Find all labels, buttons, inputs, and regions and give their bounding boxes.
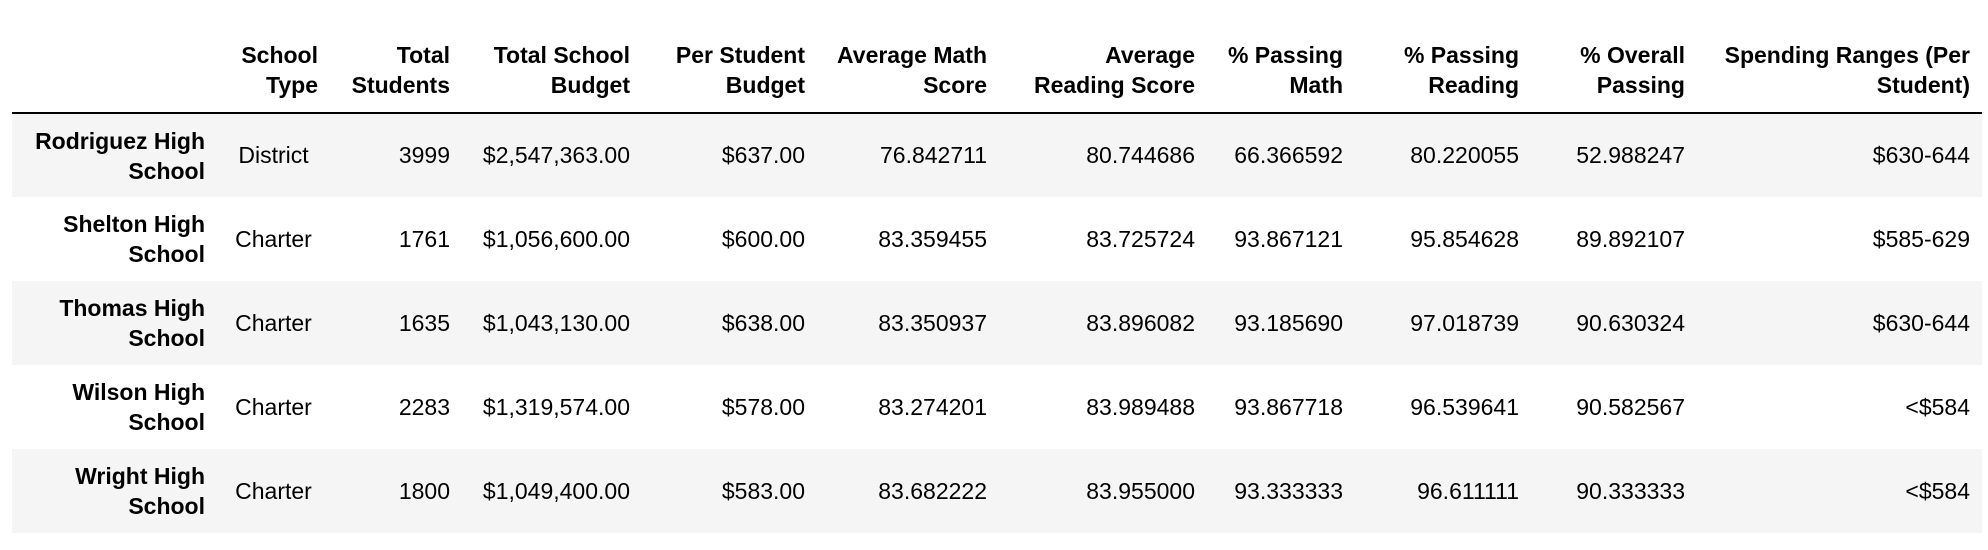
- cell-overall-passing: 52.988247: [1576, 142, 1685, 168]
- cell-average-math-score: 83.359455: [878, 225, 987, 252]
- column-header-total-school-budget: Total School Budget: [462, 40, 642, 114]
- column-header-passing-reading: % Passing Reading: [1355, 40, 1531, 114]
- cell-average-reading-score: 83.896082: [1086, 309, 1195, 336]
- cell-average-math-score: 83.274201: [878, 393, 987, 420]
- cell-overall-passing: 90.630324: [1576, 309, 1685, 336]
- cell-average-reading-score: 83.955000: [1086, 477, 1195, 504]
- cell-passing-math: 93.867121: [1234, 225, 1343, 252]
- cell-spending-range: $585-629: [1872, 225, 1970, 252]
- table-row: Shelton High School Charter 1761 $1,056,…: [12, 197, 1982, 281]
- cell-total-students: 1635: [398, 309, 450, 336]
- row-label-school-name: Shelton High School: [63, 211, 205, 267]
- table-row: Wright High School Charter 1800 $1,049,4…: [12, 449, 1982, 533]
- cell-average-reading-score: 80.744686: [1086, 142, 1195, 168]
- cell-per-student-budget: $578.00: [721, 393, 805, 420]
- column-header-average-reading-score: Average Reading Score: [999, 40, 1207, 114]
- cell-passing-reading: 80.220055: [1410, 142, 1519, 168]
- cell-passing-math: 66.366592: [1234, 142, 1343, 168]
- cell-passing-reading: 95.854628: [1410, 225, 1519, 252]
- cell-overall-passing: 90.333333: [1576, 477, 1685, 504]
- cell-passing-math: 93.333333: [1234, 477, 1343, 504]
- cell-passing-reading: 96.611111: [1417, 477, 1519, 504]
- cell-total-school-budget: $1,043,130.00: [482, 309, 630, 336]
- cell-spending-range: <$584: [1905, 477, 1970, 504]
- cell-total-students: 1761: [398, 225, 450, 252]
- cell-spending-range: $630-644: [1872, 309, 1970, 336]
- cell-average-reading-score: 83.725724: [1086, 225, 1195, 252]
- cell-overall-passing: 90.582567: [1576, 393, 1685, 420]
- column-header-total-students: Total Students: [330, 40, 462, 114]
- cell-spending-range: <$584: [1905, 393, 1970, 420]
- row-label-school-name: Wright High School: [75, 463, 205, 519]
- table-body: Rodriguez High School District 3999 $2,5…: [12, 113, 1982, 533]
- cell-total-school-budget: $1,056,600.00: [482, 225, 630, 252]
- cell-per-student-budget: $600.00: [721, 225, 805, 252]
- table-row: Rodriguez High School District 3999 $2,5…: [12, 113, 1982, 197]
- column-header-school-type: School Type: [217, 40, 330, 114]
- cell-average-math-score: 76.842711: [879, 142, 987, 168]
- cell-total-students: 2283: [398, 393, 450, 420]
- cell-passing-reading: 96.539641: [1410, 393, 1519, 420]
- dataframe-table-container: School Type Total Students Total School …: [12, 40, 1982, 533]
- row-label-school-name: Thomas High School: [59, 295, 205, 351]
- column-header-average-math-score: Average Math Score: [817, 40, 999, 114]
- column-header-per-student-budget: Per Student Budget: [642, 40, 817, 114]
- cell-average-math-score: 83.350937: [878, 309, 987, 336]
- cell-school-type: District: [238, 142, 309, 168]
- cell-per-student-budget: $637.00: [721, 142, 805, 168]
- cell-passing-math: 93.185690: [1234, 309, 1343, 336]
- cell-average-reading-score: 83.989488: [1086, 393, 1195, 420]
- cell-total-school-budget: $2,547,363.00: [482, 142, 630, 168]
- cell-school-type: Charter: [235, 309, 312, 336]
- table-row: Thomas High School Charter 1635 $1,043,1…: [12, 281, 1982, 365]
- cell-average-math-score: 83.682222: [878, 477, 987, 504]
- column-header-passing-math: % Passing Math: [1207, 40, 1355, 114]
- cell-per-student-budget: $638.00: [721, 309, 805, 336]
- index-header: [12, 40, 217, 114]
- row-label-school-name: Rodriguez High School: [35, 127, 205, 184]
- table-row: Wilson High School Charter 2283 $1,319,5…: [12, 365, 1982, 449]
- cell-school-type: Charter: [235, 225, 312, 252]
- column-header-spending-ranges: Spending Ranges (Per Student): [1697, 40, 1982, 114]
- table-header: School Type Total Students Total School …: [12, 40, 1982, 114]
- cell-overall-passing: 89.892107: [1576, 225, 1685, 252]
- cell-total-students: 3999: [398, 142, 450, 168]
- cell-total-school-budget: $1,049,400.00: [482, 477, 630, 504]
- cell-total-school-budget: $1,319,574.00: [482, 393, 630, 420]
- school-summary-table: School Type Total Students Total School …: [12, 40, 1982, 533]
- cell-passing-math: 93.867718: [1234, 393, 1343, 420]
- cell-school-type: Charter: [235, 477, 312, 504]
- row-label-school-name: Wilson High School: [72, 379, 205, 435]
- cell-total-students: 1800: [398, 477, 450, 504]
- header-row: School Type Total Students Total School …: [12, 40, 1982, 114]
- cell-school-type: Charter: [235, 393, 312, 420]
- cell-spending-range: $630-644: [1872, 142, 1970, 168]
- cell-per-student-budget: $583.00: [721, 477, 805, 504]
- cell-passing-reading: 97.018739: [1410, 309, 1519, 336]
- column-header-overall-passing: % Overall Passing: [1531, 40, 1697, 114]
